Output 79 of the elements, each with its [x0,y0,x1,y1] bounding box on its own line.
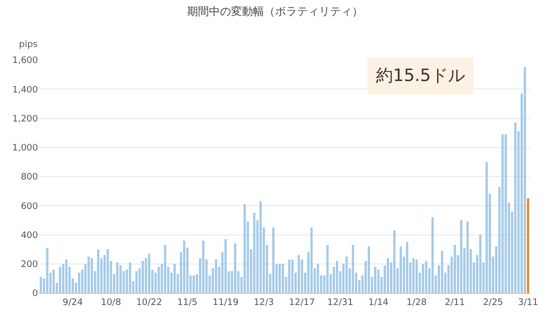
y-tick-label: 800 [20,172,38,183]
bar [97,249,100,293]
bar [502,134,504,293]
chart-title: 期間中の変動幅（ボラティリティ） [187,5,363,18]
bar [416,260,418,293]
bar [352,244,354,293]
bar [504,134,507,293]
bar [164,244,166,293]
bar [479,234,482,293]
bar [466,222,469,293]
y-tick-label: 1,600 [12,56,38,66]
bar [142,260,144,293]
bar [386,258,390,293]
bar [253,212,256,293]
bar [183,240,186,293]
bar [106,249,109,293]
x-tick-label: 9/24 [62,298,84,308]
bar [192,276,195,293]
bar [234,243,236,293]
bar [244,204,246,293]
bar [377,270,380,293]
bar [400,246,402,293]
bar [393,230,396,293]
bar [374,266,376,293]
bar [526,198,530,293]
bar [62,264,64,293]
x-tick-label: 11/5 [177,298,198,308]
bar [326,244,329,293]
y-axis-title: pips [19,40,38,50]
x-tick-label: 3/11 [518,298,538,308]
bar [514,122,516,293]
bar [272,227,274,293]
bar [214,260,218,293]
bar [40,276,42,293]
bar [406,242,408,293]
annotation: 約15.5ドル [376,66,465,86]
bar [310,227,313,293]
x-tick-label: 12/31 [327,298,354,308]
y-tick-label: 1,200 [12,114,38,124]
x-tick-label: 12/3 [254,298,274,308]
bar [291,260,294,293]
x-tick-label: 10/8 [100,298,122,308]
bar [336,260,338,293]
y-tick-label: 1,400 [12,85,38,96]
bar [90,258,93,293]
bar [486,162,488,293]
bar [78,272,80,293]
x-tick-label: 12/17 [289,298,315,308]
bar [278,264,281,293]
bar [345,256,348,293]
bar [288,260,290,293]
y-tick-label: 200 [20,260,38,270]
x-tick-label: 11/19 [212,298,239,308]
bar [412,258,415,293]
bar [524,67,526,293]
bar [454,244,456,293]
bar [135,271,138,293]
bar [202,240,204,293]
bar [158,266,160,293]
bar [298,255,300,293]
y-tick-label: 1,000 [12,144,38,154]
bar [425,260,428,293]
x-tick-label: 2/25 [482,298,504,308]
bar [116,262,118,293]
x-tick-label: 2/11 [444,298,465,308]
y-tick-label: 600 [20,202,38,212]
bar [224,239,227,293]
bar [65,260,68,293]
bar [52,270,55,293]
x-tick-label: 1/28 [406,298,428,308]
x-tick-label: 10/22 [136,298,162,308]
bar [46,248,48,293]
bar [460,220,462,293]
x-tick-label: 1/14 [368,298,389,308]
bar [88,256,90,293]
y-tick-label: 0 [32,289,38,300]
bar [174,264,176,293]
y-tick-label: 400 [20,230,38,241]
bar [148,254,150,293]
